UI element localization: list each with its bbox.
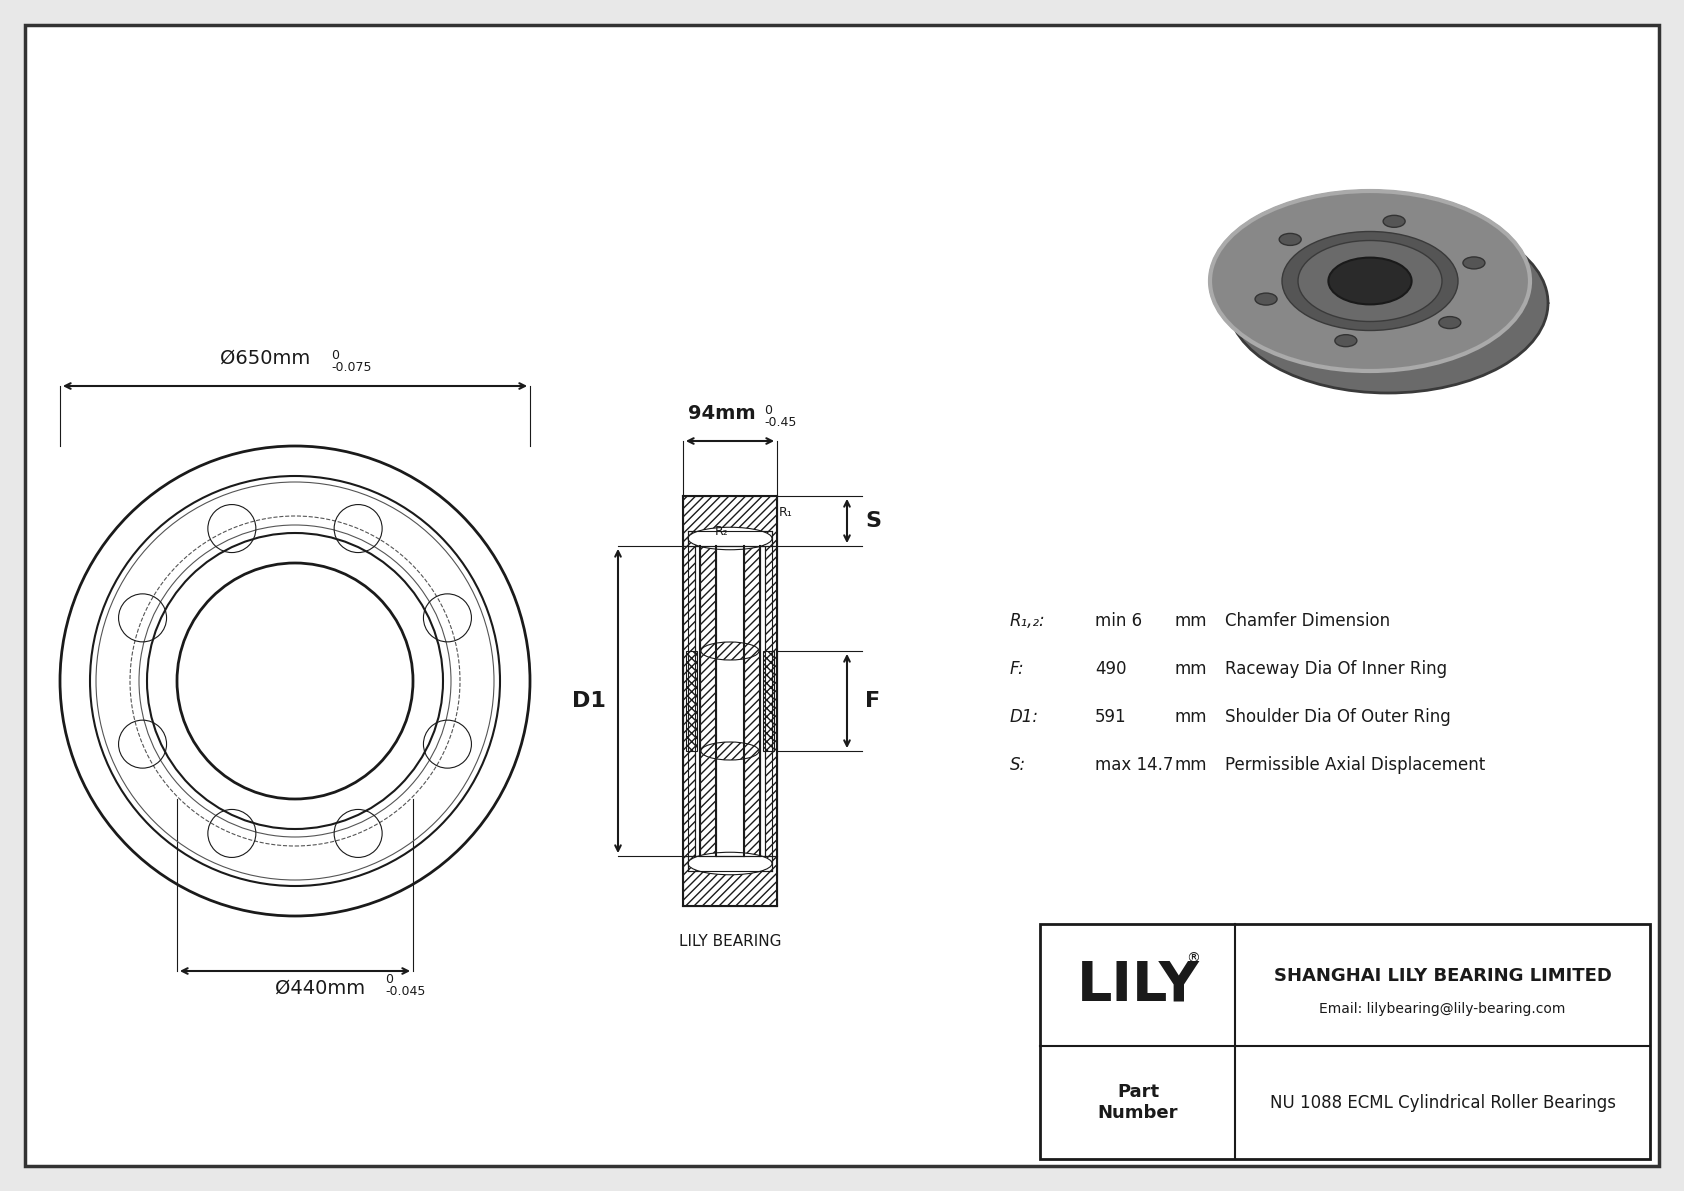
Ellipse shape: [1255, 293, 1276, 305]
Ellipse shape: [1329, 257, 1411, 305]
Bar: [701, 545, 716, 856]
Text: max 14.7: max 14.7: [1095, 756, 1174, 774]
Text: Shoulder Dia Of Outer Ring: Shoulder Dia Of Outer Ring: [1224, 707, 1450, 727]
Text: S:: S:: [1010, 756, 1026, 774]
Ellipse shape: [1463, 257, 1485, 269]
Text: D1: D1: [573, 691, 606, 711]
Text: -0.045: -0.045: [386, 985, 426, 998]
Text: 94mm: 94mm: [689, 404, 756, 423]
Bar: [684, 856, 776, 906]
Text: 0: 0: [386, 973, 392, 986]
Ellipse shape: [701, 742, 759, 760]
Text: F: F: [866, 691, 881, 711]
Text: Ø440mm: Ø440mm: [274, 979, 365, 998]
Text: S: S: [866, 511, 881, 531]
Ellipse shape: [1383, 216, 1404, 227]
Text: ®: ®: [1186, 952, 1201, 966]
Text: R₁,₂:: R₁,₂:: [1010, 612, 1046, 630]
Text: 0: 0: [332, 349, 338, 362]
Bar: [763, 651, 775, 752]
Text: NU 1088 ECML Cylindrical Roller Bearings: NU 1088 ECML Cylindrical Roller Bearings: [1270, 1093, 1615, 1111]
Text: 0: 0: [765, 404, 771, 417]
Text: Permissible Axial Displacement: Permissible Axial Displacement: [1224, 756, 1485, 774]
Text: D1:: D1:: [1010, 707, 1039, 727]
Text: Chamfer Dimension: Chamfer Dimension: [1224, 612, 1389, 630]
Text: 490: 490: [1095, 660, 1127, 678]
Ellipse shape: [1347, 280, 1430, 326]
Ellipse shape: [1282, 231, 1458, 330]
Text: Ø650mm: Ø650mm: [221, 349, 310, 368]
Text: R₂: R₂: [714, 525, 727, 538]
Bar: [685, 651, 697, 752]
Text: -0.45: -0.45: [765, 416, 797, 429]
Text: Email: lilybearing@lily-bearing.com: Email: lilybearing@lily-bearing.com: [1319, 1002, 1566, 1016]
Bar: [689, 531, 771, 545]
Bar: [1041, 924, 1650, 1159]
Text: min 6: min 6: [1095, 612, 1142, 630]
Ellipse shape: [701, 642, 759, 660]
Bar: [689, 856, 771, 871]
Ellipse shape: [1335, 335, 1357, 347]
Bar: [684, 545, 695, 856]
Text: mm: mm: [1175, 660, 1207, 678]
Ellipse shape: [1298, 241, 1442, 322]
Text: Part
Number: Part Number: [1098, 1083, 1179, 1122]
Text: LILY BEARING: LILY BEARING: [679, 934, 781, 949]
Text: mm: mm: [1175, 612, 1207, 630]
Bar: [684, 495, 776, 545]
Text: Raceway Dia Of Inner Ring: Raceway Dia Of Inner Ring: [1224, 660, 1447, 678]
Text: mm: mm: [1175, 756, 1207, 774]
Text: LILY: LILY: [1076, 958, 1199, 1012]
Ellipse shape: [1211, 191, 1531, 372]
Text: R₁: R₁: [780, 506, 793, 519]
Ellipse shape: [689, 853, 771, 874]
Ellipse shape: [1438, 317, 1460, 329]
Bar: [744, 545, 759, 856]
Text: 591: 591: [1095, 707, 1127, 727]
Ellipse shape: [1228, 213, 1548, 393]
Bar: [765, 545, 776, 856]
Ellipse shape: [689, 528, 771, 550]
Text: -0.075: -0.075: [332, 361, 372, 374]
Ellipse shape: [1280, 233, 1302, 245]
Text: mm: mm: [1175, 707, 1207, 727]
Text: F:: F:: [1010, 660, 1024, 678]
Text: SHANGHAI LILY BEARING LIMITED: SHANGHAI LILY BEARING LIMITED: [1273, 967, 1612, 985]
